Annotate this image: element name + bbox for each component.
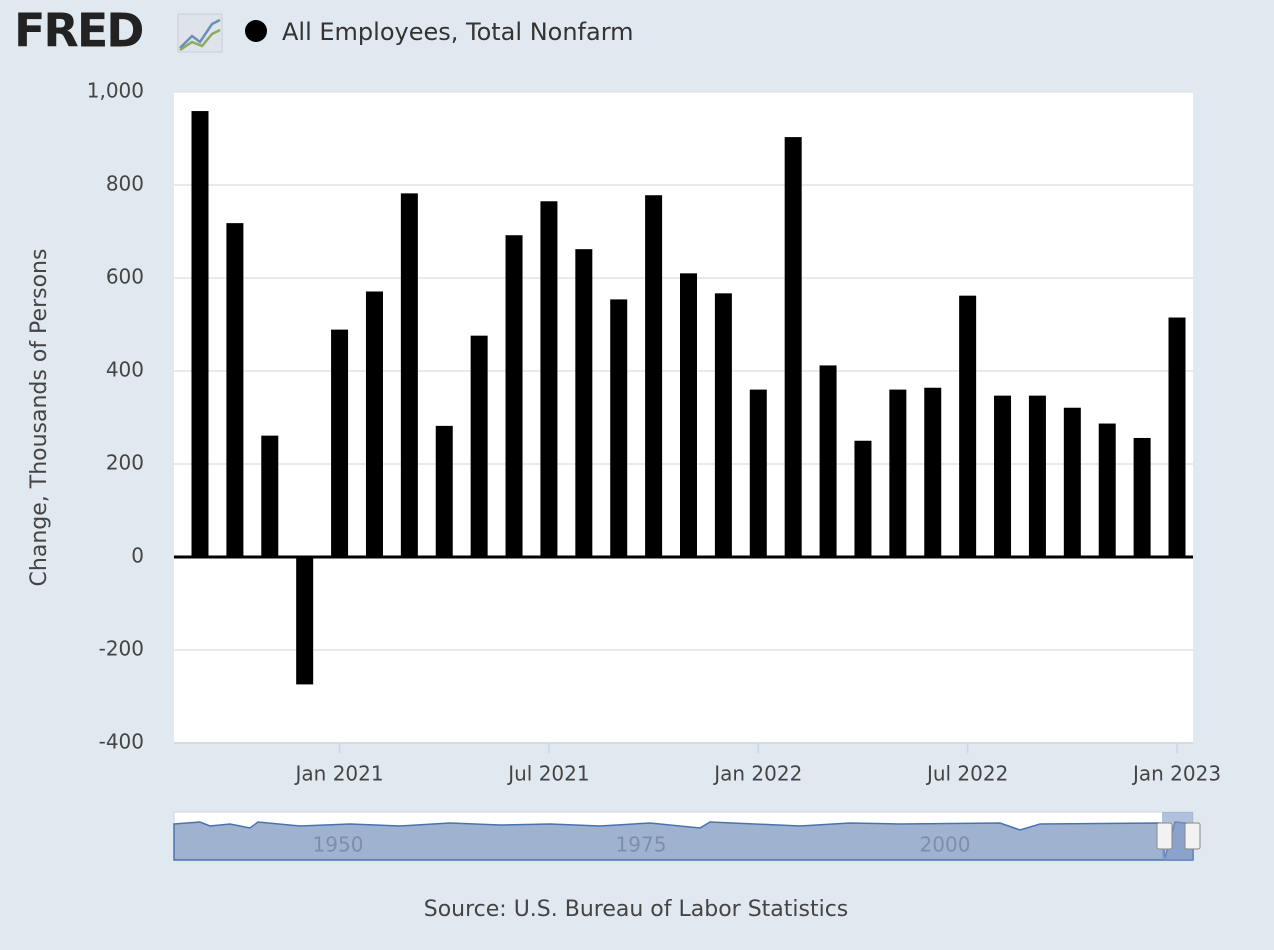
- bar: [540, 201, 558, 557]
- bar: [470, 335, 488, 557]
- navigator-label: 1950: [313, 833, 364, 857]
- bar: [1098, 423, 1116, 557]
- legend-marker: [245, 20, 267, 42]
- y-tick-label: -200: [99, 637, 144, 661]
- bar: [226, 223, 244, 557]
- x-tick-label: Jan 2023: [1131, 762, 1221, 786]
- navigator-part: [1184, 822, 1201, 850]
- y-tick-label: 1,000: [87, 79, 144, 103]
- y-tick-label: 400: [106, 358, 144, 382]
- bar: [1063, 407, 1081, 557]
- bar: [749, 389, 767, 557]
- bar: [854, 440, 872, 557]
- x-tick-label: Jul 2022: [925, 762, 1008, 786]
- source: Source: U.S. Bureau of Labor Statistics: [424, 897, 849, 922]
- bar: [959, 295, 977, 557]
- bar: [365, 291, 383, 557]
- bar: [1168, 317, 1186, 557]
- y-tick-label: 0: [131, 544, 144, 568]
- legend-label: All Employees, Total Nonfarm: [282, 18, 634, 46]
- bar: [435, 425, 453, 557]
- navigator-label: 1975: [616, 833, 667, 857]
- bar: [191, 111, 209, 557]
- logo: FRED: [14, 4, 142, 58]
- navigator-label: 2000: [920, 833, 971, 857]
- bar: [1133, 437, 1151, 557]
- bar: [819, 365, 837, 557]
- bar: [924, 387, 942, 557]
- bar: [1028, 395, 1046, 557]
- y-tick-label: -400: [99, 730, 144, 754]
- bar: [296, 557, 314, 685]
- y-axis-label: Change, Thousands of Persons: [27, 249, 52, 587]
- bar: [680, 273, 697, 557]
- bar: [400, 193, 418, 557]
- y-tick-label: 600: [106, 265, 144, 289]
- logo-icon: [177, 13, 223, 53]
- bar: [331, 329, 349, 557]
- x-tick-label: Jan 2021: [294, 762, 384, 786]
- bar: [575, 249, 593, 558]
- navigator-part: [1156, 822, 1173, 850]
- bar: [261, 435, 279, 557]
- bar: [505, 235, 523, 557]
- y-tick-label: 800: [106, 172, 144, 196]
- navigator: 1950 1975 2000: [173, 811, 1201, 861]
- bar: [645, 195, 663, 558]
- bar: [784, 137, 802, 558]
- bar: [610, 299, 628, 557]
- y-tick-label: 200: [106, 451, 144, 475]
- x-tick-label: Jul 2021: [506, 762, 589, 786]
- bar: [714, 293, 732, 557]
- bar: [994, 395, 1012, 557]
- bar: [889, 389, 907, 557]
- x-tick-label: Jan 2022: [712, 762, 802, 786]
